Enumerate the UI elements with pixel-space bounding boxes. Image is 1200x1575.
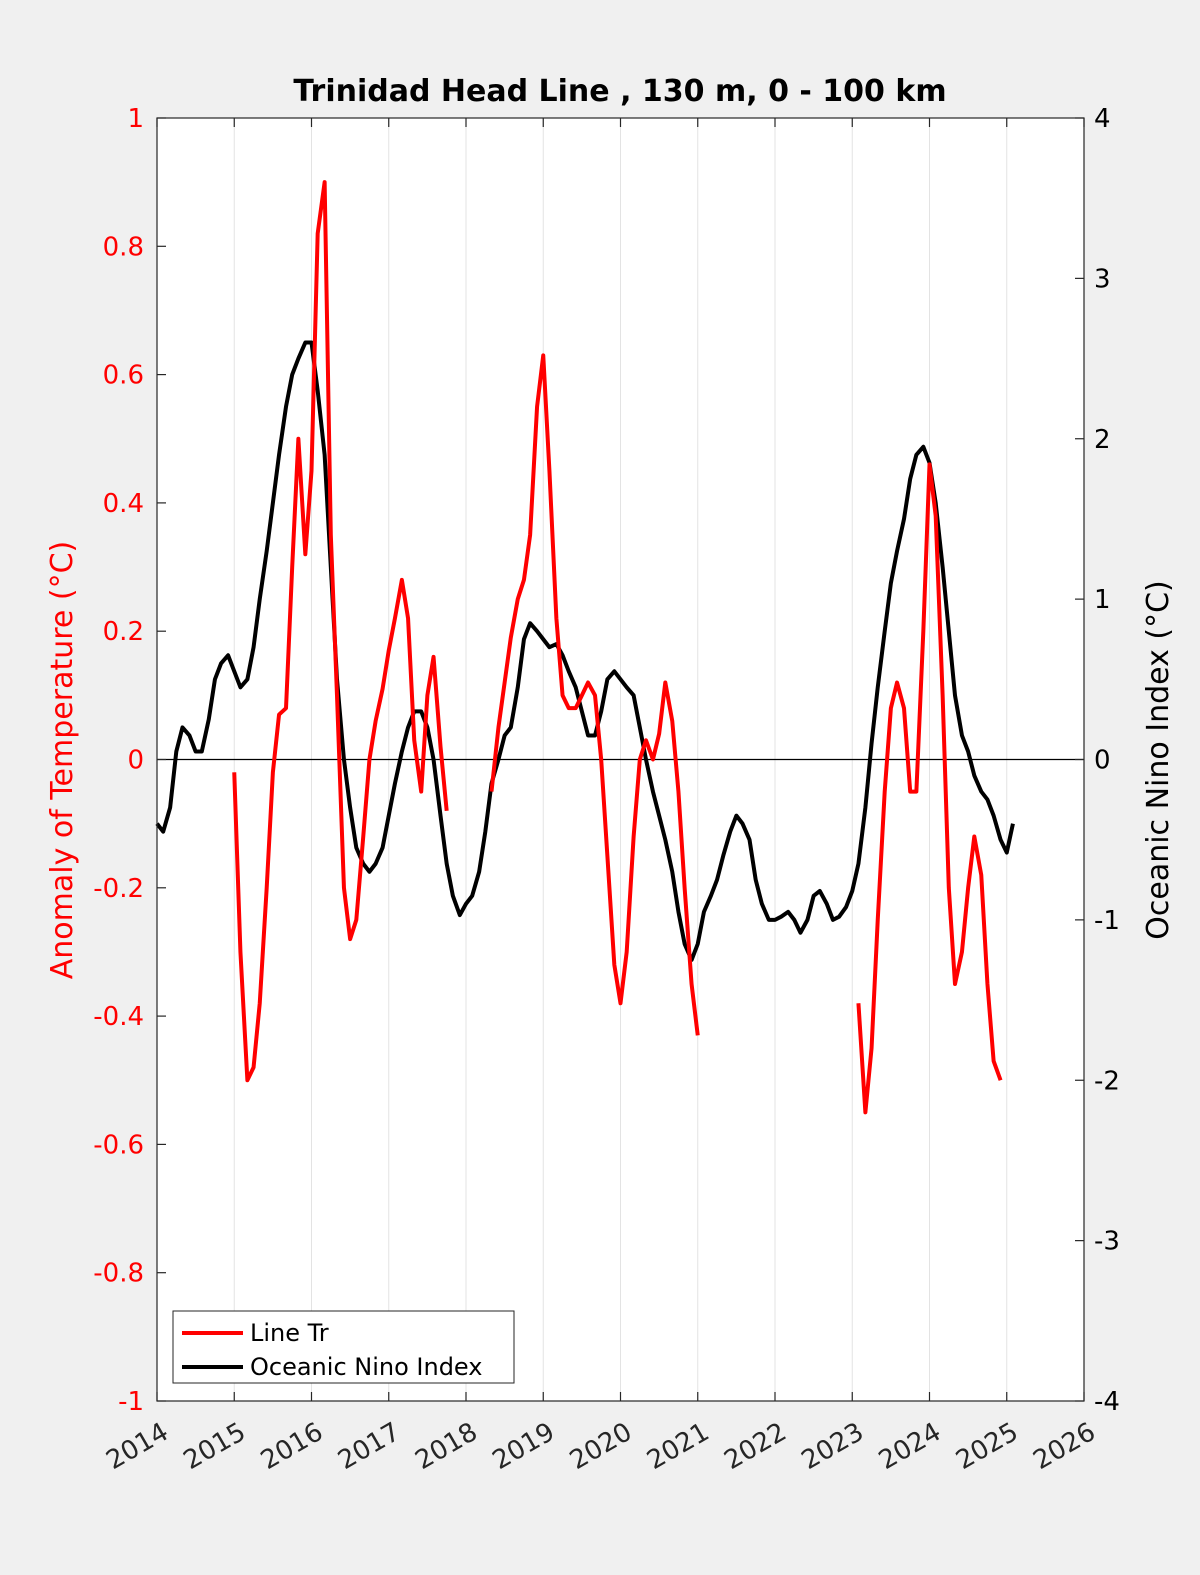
series-line-line-tr-segment-2 bbox=[489, 353, 700, 1036]
x-tick-label: 2019 bbox=[488, 1417, 560, 1476]
y-left-tick-label: 0.4 bbox=[103, 489, 144, 519]
x-tick-label: 2022 bbox=[719, 1417, 791, 1476]
y-left-tick-label: -0.8 bbox=[93, 1259, 144, 1289]
y-axis-right-title: Oceanic Nino Index (°C) bbox=[1141, 580, 1176, 940]
x-tick-label: 2015 bbox=[179, 1417, 251, 1476]
x-tick-label: 2024 bbox=[874, 1417, 946, 1476]
x-tick-label: 2016 bbox=[256, 1417, 328, 1476]
y-right-tick-label: -1 bbox=[1094, 906, 1120, 936]
y-left-tick-label: 0 bbox=[127, 746, 144, 776]
y-left-tick-label: -1 bbox=[118, 1387, 144, 1417]
y-right-tick-label: 3 bbox=[1094, 264, 1111, 294]
y-left-tick-label: 1 bbox=[127, 104, 144, 134]
x-tick-label: 2017 bbox=[333, 1417, 405, 1476]
y-right-tick-label: -2 bbox=[1094, 1066, 1120, 1096]
y-left-tick-label: -0.4 bbox=[93, 1002, 144, 1032]
x-tick-label: 2018 bbox=[410, 1417, 482, 1476]
y-left-tick-label: 0.2 bbox=[103, 617, 144, 647]
y-right-tick-label: 4 bbox=[1094, 104, 1111, 134]
y-right-tick-label: -4 bbox=[1094, 1387, 1120, 1417]
legend-label-oni: Oceanic Nino Index bbox=[250, 1353, 482, 1381]
series-group bbox=[155, 180, 1015, 1115]
series-line-line-tr-segment-1 bbox=[232, 180, 449, 1083]
y-left-tick-label: 0.8 bbox=[103, 232, 144, 262]
x-tick-label: 2026 bbox=[1028, 1417, 1100, 1476]
right-axis: -4 -3 -2 -1 0 1 2 3 4 bbox=[1075, 104, 1120, 1417]
legend-box bbox=[172, 1310, 515, 1384]
y-left-tick-label: 0.6 bbox=[103, 361, 144, 391]
x-tick-label: 2023 bbox=[797, 1417, 869, 1476]
x-tick-label: 2025 bbox=[951, 1417, 1023, 1476]
y-right-tick-label: -3 bbox=[1094, 1227, 1120, 1257]
y-right-tick-label: 2 bbox=[1094, 425, 1111, 455]
y-left-tick-label: -0.6 bbox=[93, 1130, 144, 1160]
series-line-line-tr-segment-3 bbox=[856, 462, 1003, 1115]
left-axis: -1 -0.8 -0.6 -0.4 -0.2 0 0.2 0.4 0.6 0.8 1 bbox=[93, 104, 166, 1417]
series-line-oceanic-nino-index bbox=[155, 340, 1015, 962]
y-left-tick-label: -0.2 bbox=[93, 874, 144, 904]
chart-title: Trinidad Head Line , 130 m, 0 - 100 km bbox=[293, 74, 946, 109]
x-tick-label: 2014 bbox=[101, 1417, 173, 1476]
y-axis-left-title: Anomaly of Temperature (°C) bbox=[45, 541, 80, 980]
legend-label-line-tr: Line Tr bbox=[250, 1319, 329, 1347]
x-tick-label: 2021 bbox=[642, 1417, 714, 1476]
x-tick-label: 2020 bbox=[565, 1417, 637, 1476]
y-right-tick-label: 0 bbox=[1094, 746, 1111, 776]
legend: Line Tr Oceanic Nino Index bbox=[172, 1310, 515, 1384]
y-right-tick-label: 1 bbox=[1094, 585, 1111, 615]
